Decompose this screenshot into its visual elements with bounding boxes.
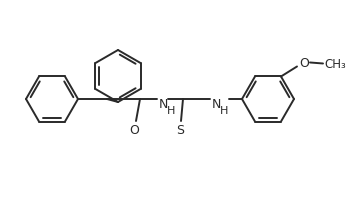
Text: N: N [158, 98, 168, 111]
Text: O: O [129, 124, 139, 137]
Text: N: N [211, 98, 221, 111]
Text: H: H [167, 105, 175, 115]
Text: S: S [176, 124, 184, 137]
Text: H: H [220, 105, 228, 115]
Text: CH₃: CH₃ [324, 58, 346, 71]
Text: O: O [299, 57, 309, 70]
